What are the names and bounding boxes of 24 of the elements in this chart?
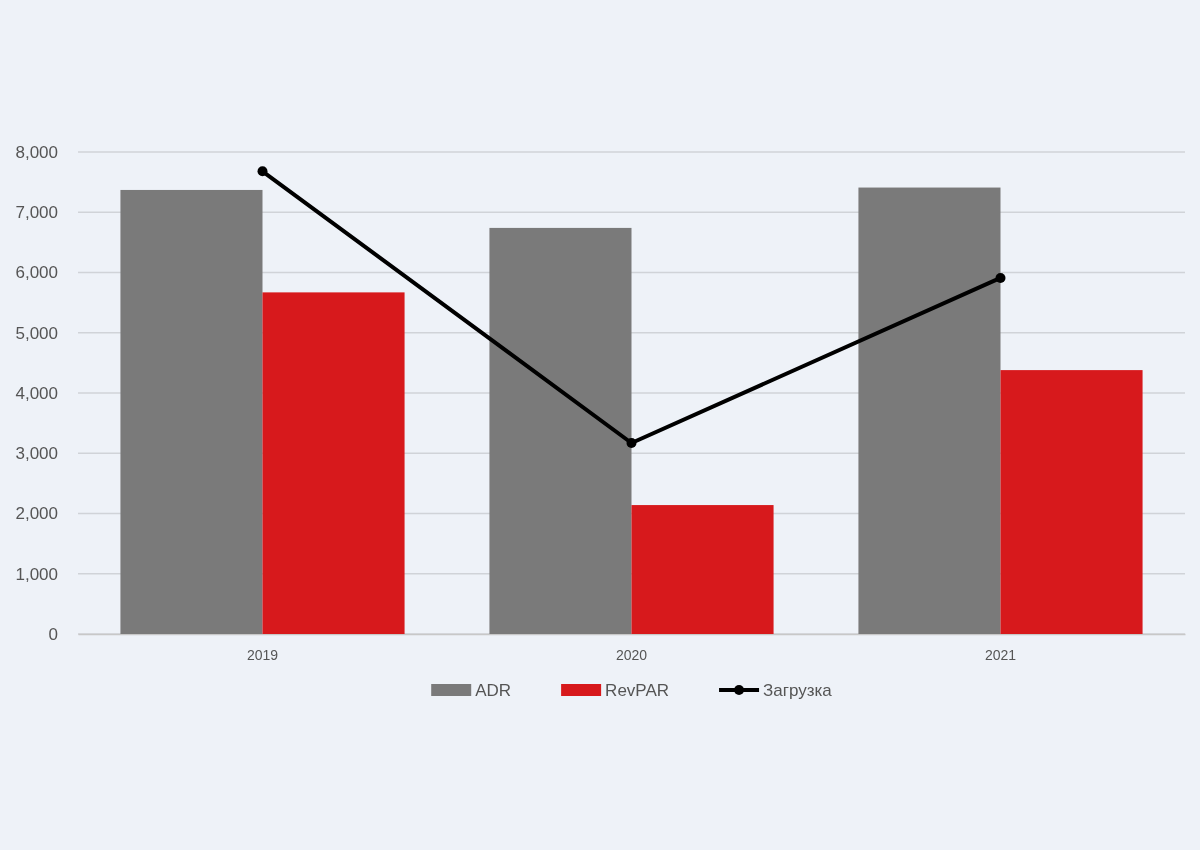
point: [626, 438, 637, 449]
y-tick-label: 6,000: [15, 263, 58, 283]
bar: [262, 292, 405, 634]
x-tick-label: 2021: [984, 646, 1017, 663]
point: [995, 272, 1006, 283]
bar: [858, 187, 1001, 634]
bar: [1000, 370, 1143, 634]
bar: [489, 227, 632, 634]
legend-label: ADR: [475, 681, 512, 700]
x-tick-label: 2020: [615, 646, 648, 663]
legend-label: RevPAR: [605, 681, 670, 700]
point: [257, 166, 268, 177]
y-tick-label: 2,000: [15, 504, 58, 524]
y-tick-label: 5,000: [15, 323, 58, 343]
y-tick-label: 8,000: [15, 142, 58, 162]
y-tick-label: 0: [48, 624, 58, 644]
bar: [120, 189, 263, 634]
bar: [631, 505, 774, 634]
y-tick-label: 1,000: [15, 564, 58, 584]
x-tick-label: 2019: [246, 646, 279, 663]
y-tick-label: 4,000: [15, 383, 58, 403]
y-tick-label: 3,000: [15, 444, 58, 464]
y-tick-label: 7,000: [15, 203, 58, 223]
legend-label: Загрузка: [763, 681, 833, 700]
